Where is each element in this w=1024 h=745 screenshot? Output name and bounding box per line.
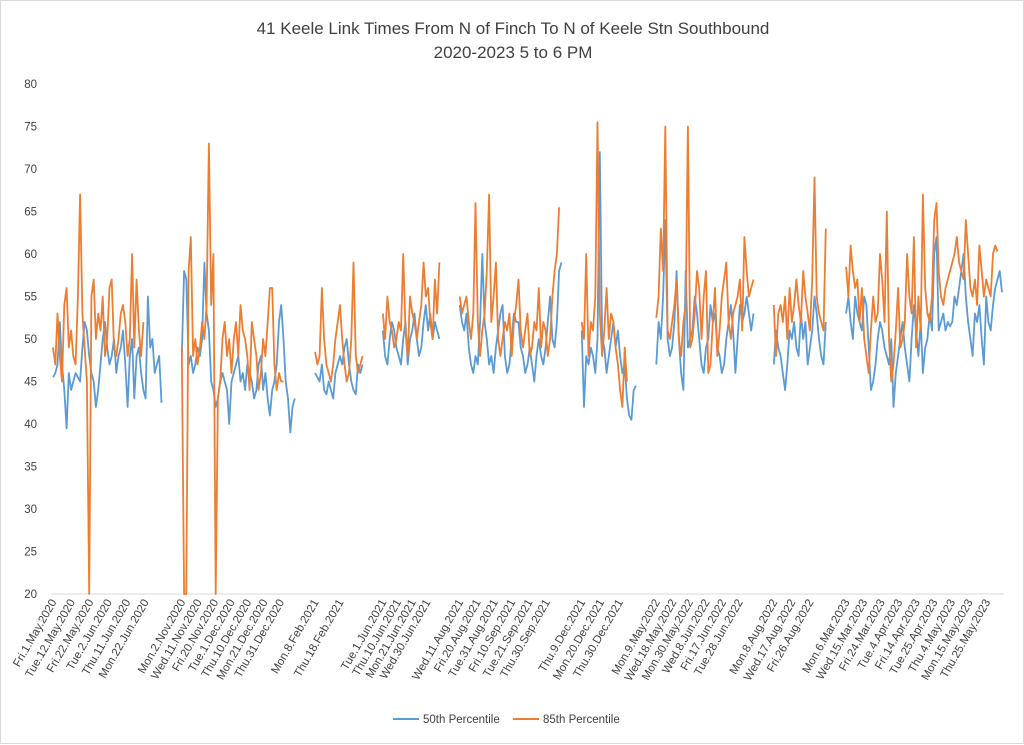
series-layer: [52, 121, 1003, 595]
series-p85-line: [52, 193, 145, 595]
y-tick-label: 60: [24, 249, 37, 261]
series-p50-line: [772, 295, 827, 391]
series-p85-line: [314, 261, 364, 383]
y-tick-label: 30: [24, 504, 37, 516]
series-p85-line: [180, 142, 284, 595]
legend-item-p50-label: 50th Percentile: [423, 714, 500, 726]
y-tick-label: 80: [24, 79, 37, 91]
y-tick-label: 45: [24, 377, 37, 389]
series-p85-line: [580, 121, 628, 408]
y-tick-label: 35: [24, 462, 37, 474]
series-p50-line: [845, 236, 1003, 408]
y-tick-label: 50: [24, 334, 37, 346]
chart-title: 41 Keele Link Times From N of Finch To N…: [257, 19, 770, 38]
x-axis: Fri.1.May.2020Tue.12.May.2020Fri.22.May.…: [11, 597, 993, 683]
legend-item-p85-label: 85th Percentile: [543, 714, 620, 726]
y-tick-label: 70: [24, 164, 37, 176]
series-p50-line: [314, 338, 364, 400]
series-p50-line: [458, 253, 563, 383]
series-p85-line: [772, 176, 827, 357]
series-p85-line: [655, 125, 755, 374]
series-p50-line: [52, 295, 163, 430]
y-axis: 20 25 30 35 40 45 50 55 60 65 70 75 80: [24, 79, 37, 601]
series-p85-line: [382, 253, 441, 357]
y-tick-label: 65: [24, 207, 37, 219]
legend: 50th Percentile 85th Percentile: [393, 714, 620, 726]
series-p85-line: [845, 193, 999, 383]
y-tick-label: 55: [24, 292, 37, 304]
series-p50-line: [655, 219, 755, 391]
chart-subtitle: 2020-2023 5 to 6 PM: [434, 43, 593, 62]
y-tick-label: 20: [24, 589, 37, 601]
series-p50-line: [580, 151, 637, 421]
series-p85-line: [458, 193, 560, 357]
series-p50-line: [382, 304, 441, 366]
y-tick-label: 75: [24, 122, 37, 134]
y-tick-label: 25: [24, 547, 37, 559]
y-tick-label: 40: [24, 419, 37, 431]
